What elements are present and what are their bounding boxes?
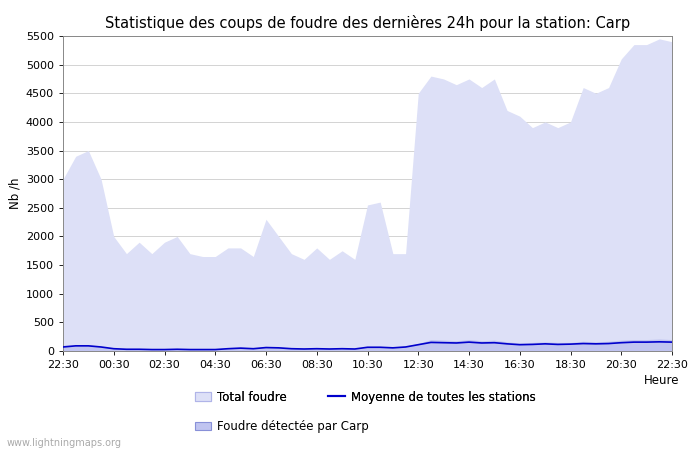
Title: Statistique des coups de foudre des dernières 24h pour la station: Carp: Statistique des coups de foudre des dern… bbox=[105, 15, 630, 31]
Text: Heure: Heure bbox=[643, 374, 679, 387]
Legend: Foudre détectée par Carp: Foudre détectée par Carp bbox=[195, 420, 369, 433]
Legend: Total foudre, Moyenne de toutes les stations: Total foudre, Moyenne de toutes les stat… bbox=[195, 391, 536, 404]
Text: www.lightningmaps.org: www.lightningmaps.org bbox=[7, 438, 122, 448]
Y-axis label: Nb /h: Nb /h bbox=[8, 178, 22, 209]
